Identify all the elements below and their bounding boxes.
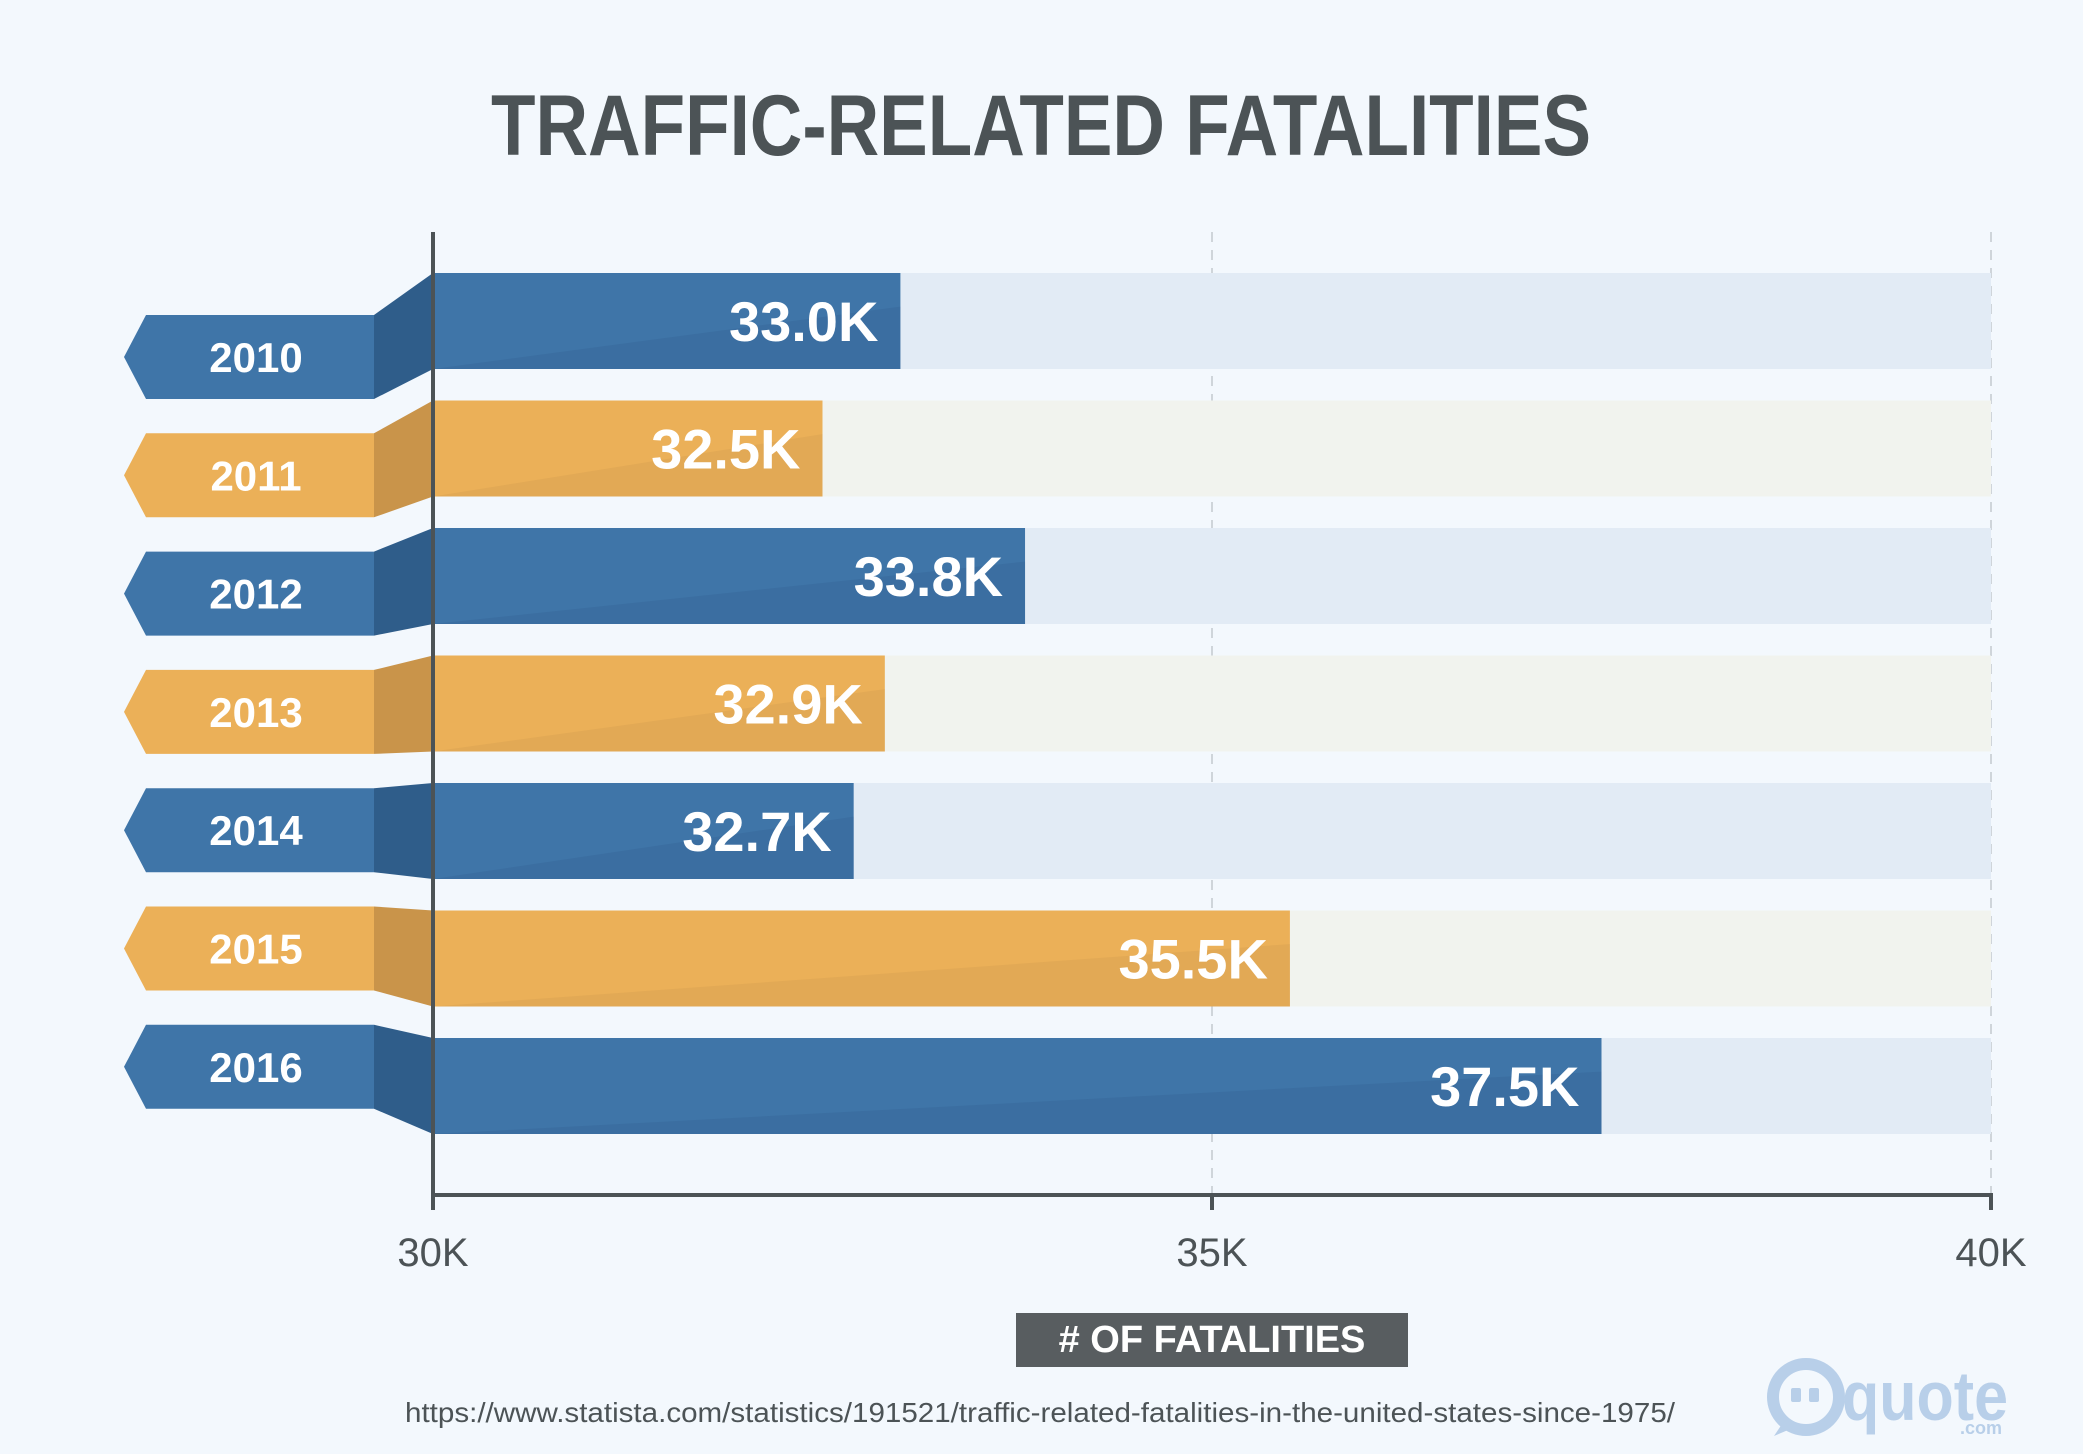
bar-shade [433, 306, 901, 369]
bar-shade [433, 944, 1290, 1007]
bar [433, 910, 1290, 1007]
brand-suffix: .com [1960, 1418, 2002, 1438]
x-axis-label: # OF FATALITIES [1059, 1319, 1366, 1361]
brand-logo: quote .com [1767, 1357, 2008, 1438]
year-tag [124, 551, 374, 636]
tag-connector [374, 528, 433, 636]
bar-shade [433, 816, 854, 879]
bar [433, 783, 854, 879]
bar-shade [433, 689, 885, 752]
x-tick-label: 35K [1176, 1231, 1247, 1275]
bar-value-label: 35.5K [1118, 928, 1267, 991]
year-tag [124, 315, 374, 399]
bar-shade [433, 1071, 1602, 1134]
year-tag [124, 906, 374, 991]
bar-value-label: 33.8K [854, 545, 1003, 608]
x-axis-label-box [1016, 1313, 1408, 1367]
x-ticks: 30K 35K 40K [397, 1195, 2027, 1275]
bars: 33.0K 2010 32.5K 2011 33.8K 2012 32.9K 2013 32.7… [124, 273, 1991, 1134]
bar [433, 528, 1026, 624]
bar-shade [433, 434, 823, 497]
year-label: 2012 [209, 571, 302, 618]
bar-value-label: 32.5K [651, 418, 800, 481]
year-tag [124, 788, 374, 873]
tag-connector [374, 906, 433, 1007]
year-tag [124, 433, 374, 518]
bar [433, 655, 885, 752]
year-tag [124, 1024, 374, 1109]
tag-connector [374, 273, 433, 399]
tag-connector [374, 1024, 433, 1134]
bar-value-label: 33.0K [729, 290, 878, 353]
tag-connector [374, 655, 433, 754]
bar-value-label: 32.9K [713, 673, 862, 736]
tag-connector [374, 400, 433, 518]
speech-bubble-logo-icon [1767, 1358, 1845, 1436]
chart-title: TRAFFIC-RELATED FATALITIES [491, 78, 1591, 174]
bar-value-label: 37.5K [1430, 1055, 1579, 1118]
year-tag [124, 669, 374, 754]
year-label: 2015 [209, 926, 302, 973]
bar [433, 400, 823, 497]
x-tick-label: 30K [397, 1231, 468, 1275]
year-label: 2016 [209, 1044, 302, 1091]
bar [433, 1038, 1602, 1134]
year-label: 2014 [209, 807, 303, 854]
bar-shade [433, 561, 1026, 624]
x-tick-label: 40K [1955, 1231, 2026, 1275]
brand-name: quote [1842, 1357, 2008, 1435]
tag-connector [374, 783, 433, 879]
bar-value-label: 32.7K [682, 800, 831, 863]
year-label: 2013 [209, 689, 302, 736]
year-label: 2011 [210, 452, 301, 499]
source-url: https://www.statista.com/statistics/1915… [405, 1397, 1675, 1428]
bar [433, 273, 901, 369]
year-label: 2010 [209, 334, 302, 381]
